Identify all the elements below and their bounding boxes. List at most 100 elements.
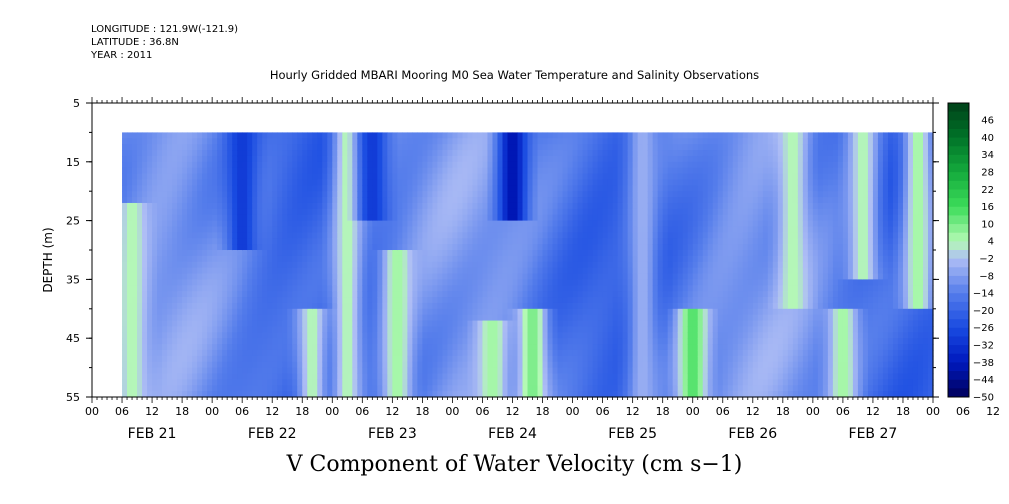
heatmap-cell	[407, 261, 413, 269]
heatmap-cell	[607, 173, 614, 181]
heatmap-cell	[627, 208, 634, 216]
heatmap-cell	[157, 314, 163, 322]
heatmap-cell	[317, 138, 323, 145]
heatmap-cell	[422, 314, 428, 322]
heatmap-cell	[292, 208, 298, 216]
heatmap-cell	[512, 338, 519, 345]
heatmap-cell	[447, 138, 454, 145]
heatmap-cell	[127, 226, 133, 233]
heatmap-cell	[622, 132, 629, 139]
heatmap-cell	[207, 349, 213, 357]
heatmap-cell	[367, 361, 373, 369]
heatmap-cell	[392, 238, 398, 245]
heatmap-cell	[617, 244, 624, 251]
heatmap-cell	[312, 314, 318, 322]
heatmap-cell	[652, 144, 659, 151]
heatmap-cell	[657, 385, 664, 392]
heatmap-cell	[532, 238, 539, 245]
heatmap-cell	[187, 320, 193, 328]
heatmap-cell	[402, 344, 408, 351]
heatmap-cell	[217, 320, 223, 328]
heatmap-cell	[227, 361, 233, 369]
heatmap-cell	[302, 144, 308, 151]
heatmap-cell	[532, 132, 539, 139]
heatmap-cell	[222, 220, 228, 228]
heatmap-cell	[272, 385, 278, 392]
heatmap-cell	[402, 138, 408, 145]
heatmap-cell	[472, 285, 479, 292]
heatmap-cell	[627, 338, 634, 345]
heatmap-cell	[297, 349, 303, 357]
heatmap-cell	[242, 297, 248, 304]
heatmap-cell	[397, 214, 403, 222]
heatmap-cell	[547, 361, 554, 369]
heatmap-cell	[187, 373, 193, 380]
heatmap-cell	[527, 255, 534, 263]
heatmap-cell	[217, 297, 223, 304]
heatmap-cell	[657, 291, 664, 298]
heatmap-cell	[182, 255, 188, 263]
heatmap-cell	[482, 173, 489, 181]
heatmap-cell	[622, 197, 629, 204]
heatmap-cell	[197, 291, 203, 298]
heatmap-cell	[627, 332, 634, 339]
heatmap-cell	[202, 273, 208, 280]
heatmap-cell	[352, 285, 358, 292]
heatmap-cell	[467, 267, 474, 275]
heatmap-cell	[197, 167, 203, 175]
heatmap-cell	[552, 291, 559, 298]
heatmap-cell	[482, 238, 489, 245]
heatmap-cell	[662, 379, 669, 386]
heatmap-cell	[347, 279, 353, 286]
heatmap-cell	[122, 150, 128, 157]
heatmap-cell	[507, 391, 514, 398]
heatmap-cell	[597, 285, 604, 292]
heatmap-cell	[522, 267, 529, 275]
heatmap-cell	[497, 285, 504, 292]
heatmap-cell	[487, 355, 494, 363]
heatmap-cell	[167, 291, 173, 298]
heatmap-cell	[182, 238, 188, 245]
heatmap-cell	[272, 161, 278, 169]
heatmap-cell	[562, 167, 569, 175]
heatmap-cell	[372, 326, 378, 333]
heatmap-cell	[497, 250, 504, 257]
heatmap-cell	[487, 314, 494, 322]
heatmap-cell	[617, 144, 624, 151]
heatmap-cell	[302, 379, 308, 386]
heatmap-cell	[262, 373, 268, 380]
heatmap-cell	[362, 320, 368, 328]
heatmap-cell	[342, 167, 348, 175]
heatmap-cell	[467, 385, 474, 392]
heatmap-cell	[347, 344, 353, 351]
heatmap-cell	[377, 379, 383, 386]
heatmap-cell	[207, 167, 213, 175]
heatmap-cell	[487, 344, 494, 351]
heatmap-cell	[607, 302, 614, 310]
heatmap-cell	[357, 391, 363, 398]
heatmap-cell	[362, 361, 368, 369]
heatmap-cell	[462, 208, 469, 216]
heatmap-cell	[147, 332, 153, 339]
heatmap-cell	[282, 202, 288, 210]
heatmap-cell	[207, 208, 213, 216]
heatmap-cell	[417, 367, 423, 375]
heatmap-cell	[352, 326, 358, 333]
heatmap-cell	[412, 326, 418, 333]
heatmap-cell	[527, 379, 534, 386]
heatmap-cell	[622, 138, 629, 145]
heatmap-cell	[277, 173, 283, 181]
heatmap-cell	[237, 255, 243, 263]
heatmap-cell	[397, 161, 403, 169]
heatmap-cell	[637, 238, 644, 245]
heatmap-cell	[217, 344, 223, 351]
heatmap-cell	[237, 314, 243, 322]
heatmap-cell	[472, 279, 479, 286]
heatmap-cell	[322, 285, 328, 292]
heatmap-cell	[162, 302, 168, 310]
heatmap-cell	[472, 326, 479, 333]
heatmap-cell	[467, 155, 474, 163]
heatmap-cell	[267, 179, 273, 186]
heatmap-cell	[202, 150, 208, 157]
heatmap-cell	[287, 302, 293, 310]
